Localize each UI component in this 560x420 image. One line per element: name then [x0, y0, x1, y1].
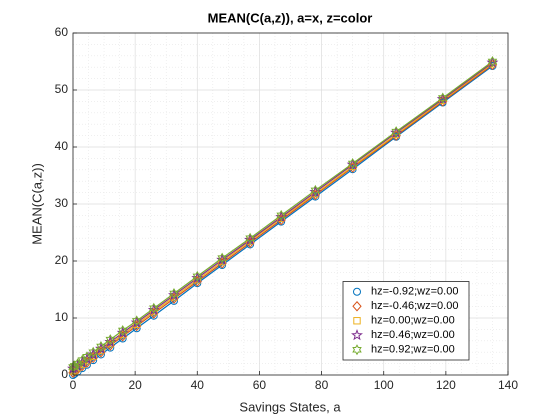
marker — [346, 158, 359, 170]
marker — [132, 320, 141, 328]
marker — [170, 293, 178, 301]
marker — [353, 317, 361, 325]
y-tick-label: 10 — [55, 310, 69, 324]
y-tick-label: 50 — [55, 82, 69, 96]
marker — [245, 232, 255, 244]
marker — [192, 270, 203, 282]
legend-label: hz=-0.92;wz=0.00 — [371, 286, 458, 298]
legend-label: hz=0.00;wz=0.00 — [371, 315, 455, 327]
marker — [131, 315, 142, 327]
marker — [88, 346, 98, 358]
marker — [193, 276, 201, 284]
marker — [353, 287, 361, 296]
marker — [436, 92, 449, 105]
marker — [347, 158, 358, 170]
marker — [276, 209, 286, 221]
x-axis-label: Savings States, a — [239, 399, 341, 414]
x-tick-label: 60 — [253, 378, 267, 392]
x-tick-label: 80 — [315, 378, 329, 392]
marker — [391, 126, 401, 138]
legend-label: hz=0.46;wz=0.00 — [371, 329, 455, 341]
marker — [149, 302, 159, 314]
marker — [390, 126, 403, 138]
marker — [437, 92, 448, 104]
x-tick-label: 0 — [70, 378, 77, 392]
x-tick-label: 40 — [191, 378, 205, 392]
marker — [150, 308, 158, 316]
marker — [487, 56, 498, 67]
y-tick-label: 40 — [55, 139, 69, 153]
marker — [310, 184, 321, 196]
y-tick-label: 30 — [55, 196, 69, 210]
x-tick-label: 20 — [128, 378, 142, 392]
x-tick-label: 100 — [374, 378, 394, 392]
marker — [218, 257, 226, 266]
marker — [169, 287, 179, 299]
chart-title: MEAN(C(a,z)), a=x, z=color — [208, 10, 373, 25]
marker — [352, 344, 362, 356]
y-axis-label: MEAN(C(a,z)) — [29, 163, 44, 245]
marker — [97, 346, 105, 355]
marker — [106, 339, 114, 348]
y-tick-label: 60 — [55, 25, 69, 39]
marker — [119, 330, 127, 339]
marker — [276, 214, 286, 226]
y-tick-label: 20 — [55, 253, 69, 267]
marker — [72, 358, 83, 370]
marker — [348, 162, 357, 171]
marker — [69, 360, 80, 372]
marker — [277, 214, 285, 222]
marker — [96, 341, 106, 352]
x-tick-label: 140 — [498, 378, 518, 392]
marker — [217, 252, 227, 264]
marker — [310, 189, 321, 201]
marker — [392, 130, 400, 139]
y-tick-label: 0 — [61, 367, 68, 381]
marker — [245, 237, 255, 249]
marker — [486, 56, 499, 68]
marker — [311, 190, 320, 198]
marker — [352, 300, 362, 312]
legend-label: hz=-0.46;wz=0.00 — [371, 300, 458, 312]
marker — [77, 354, 88, 366]
marker — [246, 237, 254, 245]
marker — [105, 334, 116, 346]
x-tick-label: 120 — [436, 378, 456, 392]
legend-label: hz=0.92;wz=0.00 — [371, 344, 455, 356]
legend-box — [342, 281, 470, 361]
marker — [117, 325, 128, 337]
marker — [351, 329, 363, 341]
